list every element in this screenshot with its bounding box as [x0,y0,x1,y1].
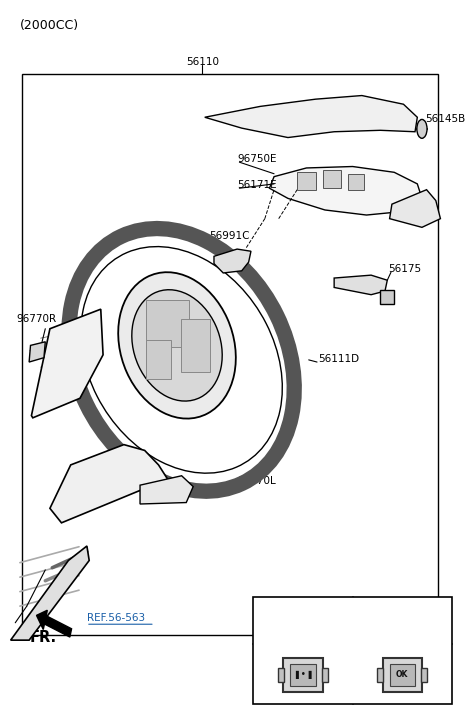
Bar [22,74,438,635]
Polygon shape [214,249,251,273]
Text: (2000CC): (2000CC) [20,20,79,33]
Ellipse shape [417,119,427,138]
Polygon shape [269,166,422,215]
Polygon shape [334,275,387,294]
Text: OK: OK [396,670,408,680]
Polygon shape [50,445,168,523]
Bar [348,174,364,190]
Text: 56175: 56175 [389,265,422,274]
Ellipse shape [132,290,222,401]
Ellipse shape [81,246,282,473]
Bar [380,289,394,304]
Text: ▌•▐: ▌•▐ [294,670,311,680]
FancyBboxPatch shape [180,318,210,372]
FancyArrow shape [37,610,72,637]
Ellipse shape [66,225,296,495]
Text: 96715B: 96715B [383,614,421,624]
Polygon shape [390,190,440,228]
FancyBboxPatch shape [383,657,422,692]
Text: FR.: FR. [30,630,57,645]
Text: 96715A: 96715A [284,614,322,624]
Text: 96770L: 96770L [237,476,276,486]
FancyBboxPatch shape [146,300,190,347]
Text: 56111D: 56111D [318,354,360,364]
Text: 56991C: 56991C [209,231,250,241]
FancyBboxPatch shape [146,340,171,379]
Polygon shape [31,309,103,418]
Text: REF.56-563: REF.56-563 [87,614,145,624]
Polygon shape [29,342,45,362]
Bar [253,597,452,704]
Ellipse shape [118,272,236,419]
Bar [297,172,316,190]
Polygon shape [140,475,193,504]
Text: 56171E: 56171E [237,180,277,190]
Bar [390,664,415,686]
Text: 56110: 56110 [186,57,219,67]
Polygon shape [205,95,418,137]
Bar [278,667,284,682]
Bar [377,667,383,682]
Bar [290,664,316,686]
Bar [421,667,428,682]
Text: 96770R: 96770R [16,313,57,324]
Polygon shape [10,546,89,640]
Text: 56145B: 56145B [426,113,466,124]
FancyBboxPatch shape [283,657,323,692]
Bar [323,170,341,188]
Bar [322,667,328,682]
Text: 96750E: 96750E [237,154,276,164]
